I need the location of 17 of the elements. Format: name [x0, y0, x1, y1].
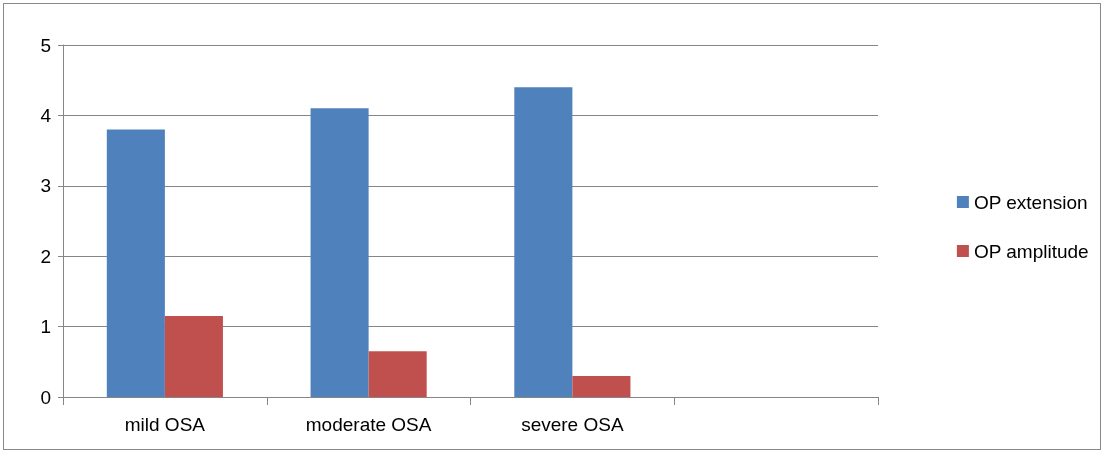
y-tick-label: 2 — [40, 245, 51, 267]
y-tick-label: 3 — [40, 175, 51, 197]
bar — [106, 129, 165, 397]
y-tick-label: 5 — [40, 34, 51, 56]
y-tick-label: 1 — [40, 316, 51, 338]
x-tick-label: mild OSA — [124, 414, 206, 435]
bar — [514, 87, 573, 397]
bar — [310, 108, 369, 397]
legend-label: OP amplitude — [973, 240, 1089, 262]
x-tick-label: severe OSA — [521, 414, 624, 435]
legend-label: OP extension — [973, 191, 1088, 213]
bar — [368, 351, 427, 397]
y-tick-label: 4 — [40, 104, 52, 126]
bar — [572, 375, 631, 397]
bar — [164, 316, 223, 397]
x-tick-label: moderate OSA — [305, 414, 432, 435]
y-tick-label: 0 — [40, 386, 51, 408]
